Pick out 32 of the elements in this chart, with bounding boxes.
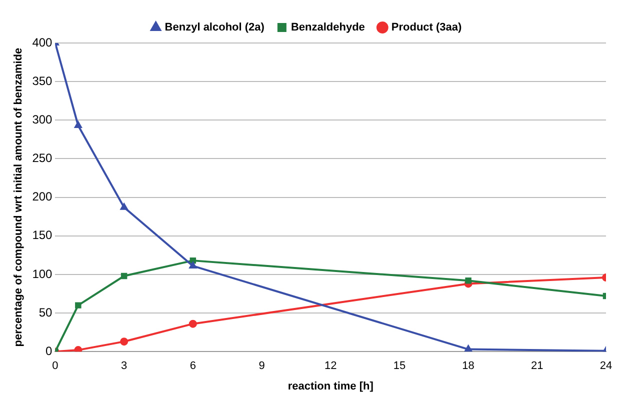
point [120,272,128,280]
x-tick-label: 15 [393,360,406,372]
x-tick-label: 24 [600,360,612,372]
x-axis-title: reaction time [h] [288,380,374,392]
x-tick-label: 6 [190,360,196,372]
point [74,122,82,128]
y-tick-label: 150 [32,228,53,242]
legend-label: Product (3aa) [391,22,462,34]
x-tick-label: 18 [462,360,474,372]
y-tick-label: 400 [32,35,53,50]
point [464,345,472,352]
y-tick-label: 100 [32,266,53,281]
x-tick-label: 21 [531,360,544,372]
point [189,262,197,268]
point [120,338,128,346]
point [120,203,128,210]
x-tick-label: 3 [121,360,128,372]
legend-label: Benzaldehyde [290,22,365,34]
point [465,278,472,284]
y-tick-label: 250 [32,151,53,166]
x-tick-label: 9 [258,360,265,372]
y-tick-label: 350 [32,74,53,88]
legend-label: Benzyl alcohol (2a) [164,22,265,34]
point [75,302,82,308]
y-tick-label: 300 [32,112,53,126]
y-axis-title: percentage of compound wrt initial amount of benzamide [12,48,25,347]
y-tick-label: 200 [32,190,53,204]
y-tick-label: 0 [46,344,53,358]
point [74,346,82,352]
x-tick-label: 12 [324,360,337,372]
point [188,320,197,328]
y-tick-label: 50 [38,305,53,320]
